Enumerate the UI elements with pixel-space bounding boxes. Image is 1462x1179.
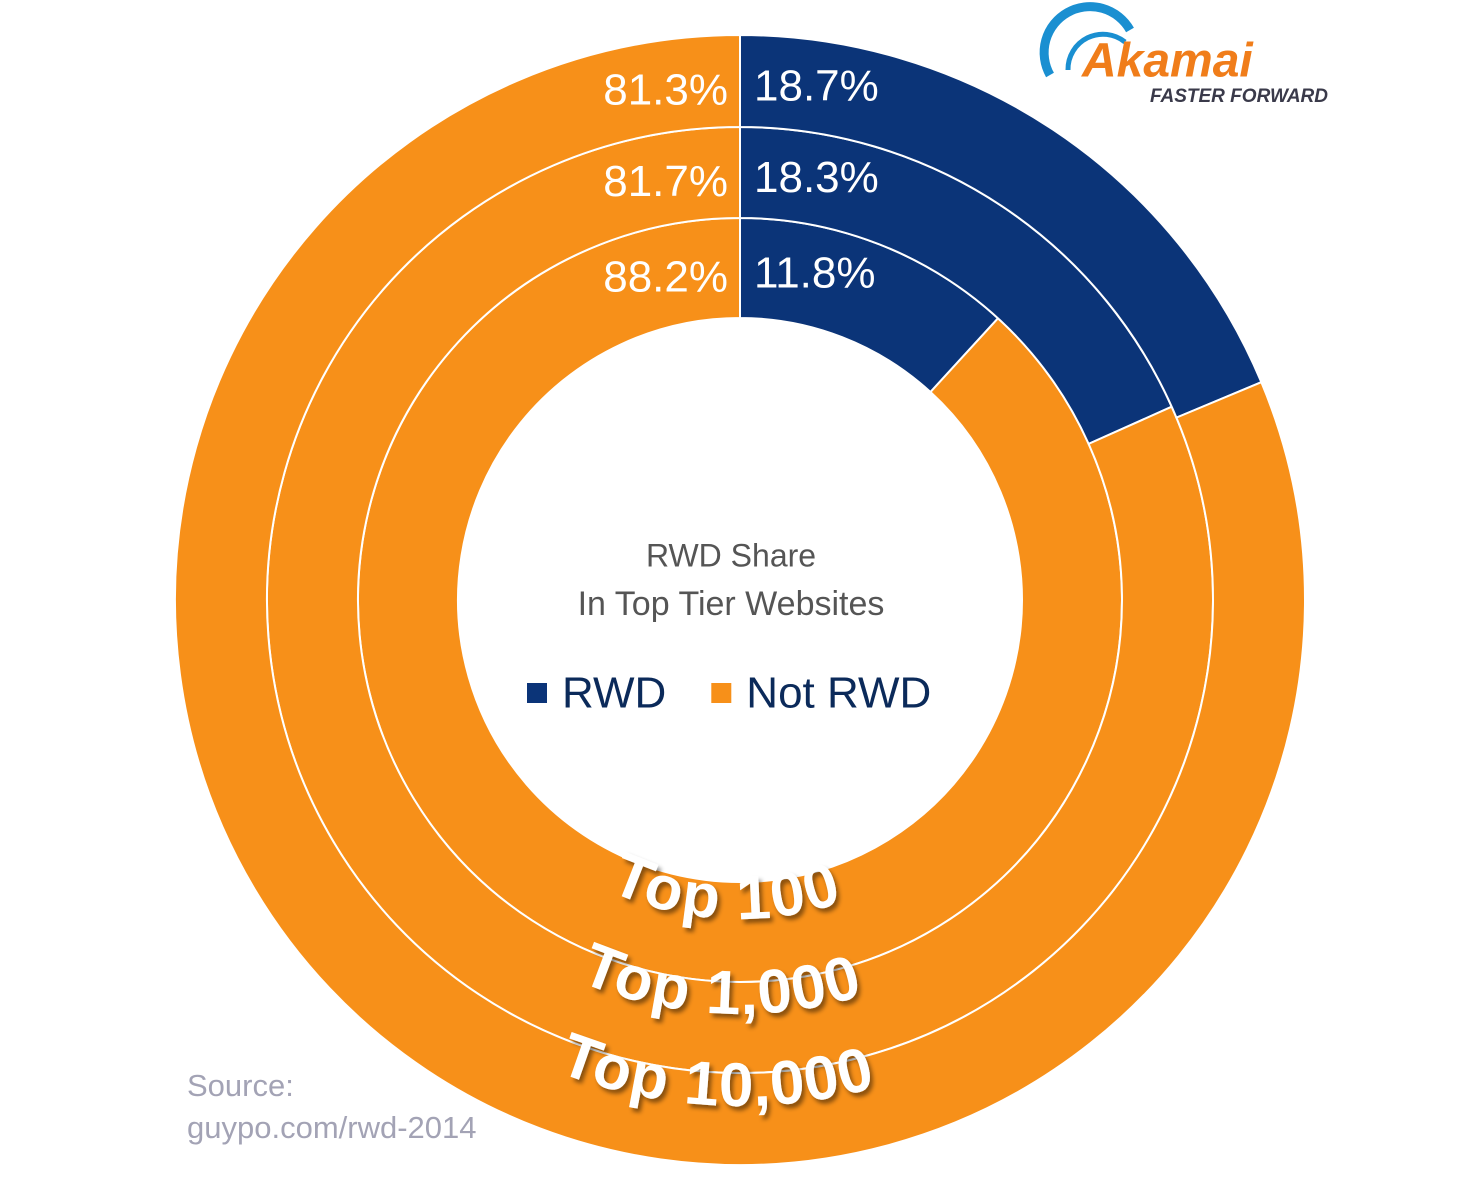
value-label: 11.8% [754, 249, 876, 298]
legend-label: Not RWD [746, 669, 931, 718]
logo-name: Akamai [1081, 35, 1254, 88]
value-label: 18.3% [754, 153, 879, 202]
logo-tagline: FASTER FORWARD [1150, 86, 1328, 107]
legend-swatch [527, 683, 547, 703]
value-label: 81.7% [603, 157, 728, 206]
logo-swoosh [1065, 31, 1127, 71]
legend-label: RWD [562, 669, 666, 718]
logo: Akamai FASTER FORWARD [1039, 2, 1328, 107]
donut-segment [174, 33, 1306, 1166]
legend-swatch [711, 683, 732, 703]
logo-swoosh [1039, 2, 1134, 78]
chart-subtitle: In Top Tier Websites [578, 585, 885, 623]
value-label: 88.2% [603, 253, 728, 302]
value-label: 81.3% [603, 66, 728, 115]
source-label: Source: [187, 1068, 294, 1103]
source-url: guypo.com/rwd-2014 [187, 1110, 477, 1145]
chart-title: RWD Share [646, 537, 816, 573]
legend: RWD Not RWD [527, 669, 931, 718]
value-label: 18.7% [754, 62, 879, 111]
